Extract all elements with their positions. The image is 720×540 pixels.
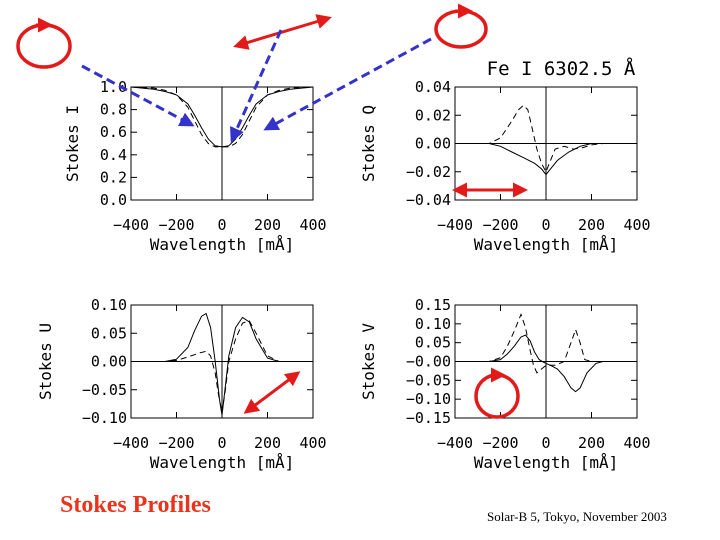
stokes-i-y-tick-label: 0.6 [100, 123, 127, 141]
stokes-u-solid-profile [131, 312, 313, 416]
stokes-q-x-axis-label: Wavelength [mÅ] [474, 235, 619, 254]
stokes-q-y-tick-label: −0.02 [406, 163, 451, 181]
stokes-i-dashed-profile [130, 86, 314, 148]
stokes-u-y-tick-label: −0.10 [82, 409, 127, 427]
stokes-q-panel: −400 −200 0 200 400 −0.04 −0.02 0.00 0.02 0.04 Wav… [359, 57, 651, 254]
stokes-u-x-tick-label: 0 [217, 434, 226, 452]
stokes-q-dashed-profile [455, 104, 637, 173]
stokes-q-x-tick-label: −400 [437, 216, 473, 234]
stokes-i-y-tick-label: 0.0 [100, 191, 127, 209]
pointer-arrow-center-to-i-profile [230, 29, 283, 143]
stokes-i-y-tick-label: 0.8 [100, 101, 127, 119]
stokes-v-y-tick-label: 0.05 [415, 334, 451, 352]
stokes-q-y-tick-label: 0.04 [415, 78, 451, 96]
stokes-v-y-tick-label: −0.10 [406, 390, 451, 408]
circular-polarization-symbol-left [16, 17, 72, 69]
slide-title: Stokes Profiles [60, 492, 211, 518]
stokes-v-x-axis-label: Wavelength [mÅ] [474, 453, 619, 472]
stokes-q-x-tick-label: 200 [578, 216, 605, 234]
stokes-v-x-tick-label: −400 [437, 434, 473, 452]
stokes-u-x-tick-label: 400 [299, 434, 326, 452]
stokes-i-y-axis-label: Stokes I [63, 105, 82, 182]
stokes-u-dashed-profile [131, 320, 313, 413]
stokes-u-panel: −400 −200 0 200 400 −0.10 −0.05 0.00 0.05 0.10 Wav… [36, 296, 327, 472]
stokes-i-panel: −400 −200 0 200 400 0.0 0.2 0.4 0.6 0.8 1.0 Wavelen… [63, 78, 327, 254]
stokes-u-x-tick-label: 200 [254, 434, 281, 452]
stokes-v-y-tick-label: −0.00 [406, 353, 451, 371]
stokes-i-y-tick-label: 0.4 [100, 146, 127, 164]
slide-footer: Solar-B 5, Tokyo, November 2003 [487, 509, 667, 524]
stokes-u-y-tick-label: −0.05 [82, 381, 127, 399]
stokes-v-y-axis-label: Stokes V [359, 323, 378, 400]
circular-polarization-symbol-right [434, 3, 488, 49]
stokes-u-x-axis-label: Wavelength [mÅ] [150, 453, 295, 472]
stokes-v-y-tick-label: 0.15 [415, 296, 451, 314]
stokes-q-y-tick-label: 0.00 [415, 135, 451, 153]
stokes-u-y-axis-label: Stokes U [36, 323, 55, 400]
stokes-v-y-tick-label: 0.10 [415, 315, 451, 333]
stokes-q-y-axis-label: Stokes Q [359, 105, 378, 182]
stokes-i-x-tick-label: 0 [217, 216, 226, 234]
stokes-v-y-tick-label: −0.05 [406, 371, 451, 389]
stokes-v-y-tick-label: −0.15 [406, 409, 451, 427]
stokes-v-x-tick-label: 400 [623, 434, 650, 452]
pointer-arrow-right-to-i-profile [263, 37, 432, 131]
stokes-u-x-tick-label: −200 [158, 434, 194, 452]
stokes-q-x-tick-label: 400 [623, 216, 650, 234]
stokes-i-x-axis-label: Wavelength [mÅ] [150, 235, 295, 254]
stokes-u-y-tick-label: 0.10 [91, 296, 127, 314]
stokes-v-x-tick-label: −200 [482, 434, 518, 452]
linear-polarization-arrow-45deg [243, 371, 301, 414]
stokes-q-solid-profile [455, 143, 637, 176]
stokes-v-dashed-profile [455, 312, 637, 374]
stokes-u-x-tick-label: −400 [113, 434, 149, 452]
stokes-q-x-tick-label: 0 [541, 216, 550, 234]
stokes-q-y-tick-label: 0.02 [415, 106, 451, 124]
stokes-v-solid-profile [455, 334, 637, 393]
stokes-u-y-tick-label: 0.05 [91, 324, 127, 342]
stokes-i-y-tick-label: 1.0 [100, 78, 127, 96]
stokes-v-x-tick-label: 0 [541, 434, 550, 452]
stokes-v-x-tick-label: 200 [578, 434, 605, 452]
stokes-i-x-tick-label: 400 [299, 216, 326, 234]
stokes-v-panel: −400 −200 0 200 400−0.15−0.10−0.05−0.000.050… [359, 296, 651, 472]
stokes-q-x-tick-label: −200 [482, 216, 518, 234]
linear-polarization-arrow-diagonal [233, 14, 332, 50]
stokes-i-x-tick-label: 200 [254, 216, 281, 234]
stokes-i-x-tick-label: −200 [158, 216, 194, 234]
stokes-i-y-tick-label: 0.2 [100, 168, 127, 186]
pointer-arrow-left-to-i-profile [81, 64, 195, 127]
stokes-q-spectral-line-label: Fe I 6302.5 Å [487, 57, 636, 80]
stokes-q-y-tick-label: −0.04 [406, 191, 451, 209]
stokes-i-x-tick-label: −400 [113, 216, 149, 234]
stokes-u-y-tick-label: 0.00 [91, 353, 127, 371]
circular-polarization-symbol-v [474, 367, 520, 419]
